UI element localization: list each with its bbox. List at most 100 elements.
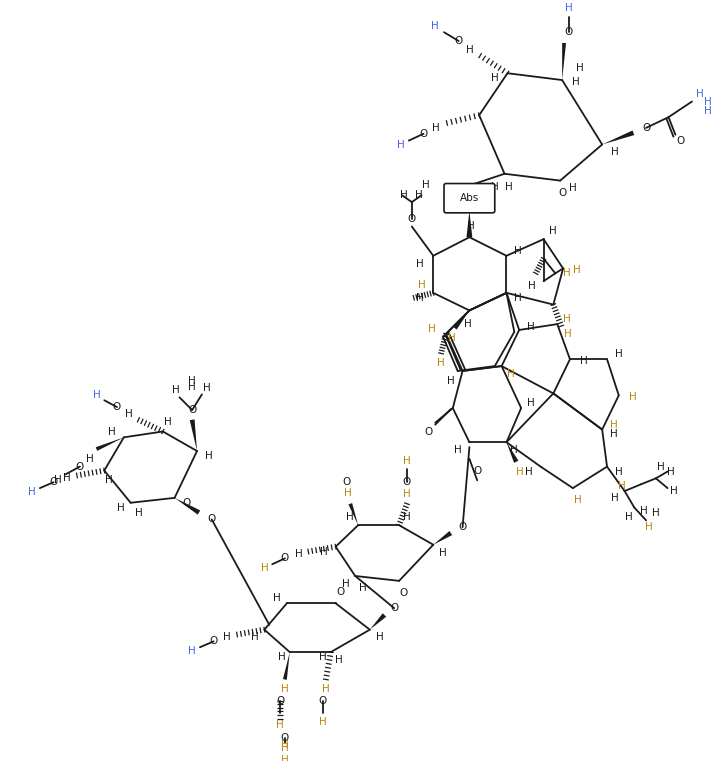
Text: H: H: [172, 386, 179, 396]
Polygon shape: [466, 211, 472, 237]
Text: O: O: [407, 214, 416, 224]
Text: H: H: [510, 445, 518, 455]
Text: H: H: [657, 462, 665, 472]
Text: H: H: [335, 655, 342, 665]
Text: O: O: [210, 636, 217, 646]
Polygon shape: [602, 130, 634, 145]
Text: H: H: [188, 381, 196, 392]
Text: H: H: [574, 495, 581, 505]
FancyBboxPatch shape: [444, 183, 494, 213]
Text: H: H: [580, 356, 587, 366]
Text: H: H: [618, 481, 626, 491]
Text: Abs: Abs: [460, 193, 479, 203]
Text: H: H: [550, 226, 558, 237]
Text: H: H: [108, 428, 116, 438]
Text: H: H: [125, 409, 133, 419]
Text: H: H: [528, 281, 536, 291]
Text: H: H: [563, 269, 571, 279]
Text: H: H: [615, 466, 623, 476]
Polygon shape: [349, 503, 358, 525]
Text: H: H: [629, 393, 637, 403]
Text: H: H: [563, 314, 571, 324]
Text: H: H: [319, 718, 327, 728]
Text: H: H: [468, 221, 475, 231]
Text: H: H: [223, 632, 231, 642]
Text: H: H: [516, 466, 524, 476]
Text: H: H: [415, 293, 423, 303]
Text: H: H: [610, 429, 618, 439]
Text: H: H: [319, 652, 327, 662]
Text: H: H: [565, 3, 573, 13]
Text: H: H: [93, 390, 100, 400]
Text: H: H: [276, 721, 284, 731]
Text: H: H: [610, 419, 618, 430]
Text: H: H: [273, 594, 281, 603]
Text: O: O: [281, 553, 289, 563]
Text: O: O: [188, 405, 196, 415]
Text: H: H: [491, 73, 499, 83]
Text: H: H: [359, 583, 367, 593]
Text: H: H: [422, 180, 429, 190]
Text: H: H: [431, 21, 439, 31]
Text: H: H: [569, 183, 577, 193]
Text: O: O: [403, 477, 411, 487]
Text: H: H: [188, 376, 196, 386]
Text: H: H: [514, 246, 522, 256]
Polygon shape: [175, 498, 200, 514]
Text: H: H: [403, 489, 411, 499]
Text: H: H: [117, 502, 125, 513]
Text: H: H: [294, 549, 302, 559]
Text: O: O: [424, 428, 433, 438]
Text: O: O: [49, 477, 58, 487]
Text: O: O: [276, 696, 284, 706]
Text: H: H: [320, 546, 328, 556]
Text: O: O: [455, 36, 463, 46]
Text: H: H: [397, 141, 405, 151]
Text: H: H: [527, 398, 535, 408]
Text: H: H: [341, 579, 349, 589]
Text: H: H: [572, 77, 580, 87]
Text: H: H: [525, 466, 533, 476]
Text: O: O: [336, 587, 344, 597]
Text: H: H: [281, 754, 289, 761]
Text: H: H: [415, 259, 423, 269]
Text: H: H: [670, 486, 677, 496]
Text: O: O: [458, 522, 467, 532]
Text: H: H: [652, 508, 660, 518]
Polygon shape: [190, 419, 197, 451]
Text: H: H: [625, 512, 632, 522]
Text: H: H: [666, 466, 674, 476]
Text: H: H: [466, 45, 474, 55]
Polygon shape: [283, 652, 290, 680]
Text: H: H: [645, 522, 653, 532]
Text: H: H: [611, 493, 618, 503]
Text: O: O: [281, 733, 289, 743]
Text: H: H: [135, 508, 142, 517]
Text: H: H: [281, 740, 289, 750]
Text: O: O: [419, 129, 428, 139]
Text: H: H: [564, 329, 572, 339]
Text: O: O: [342, 477, 350, 487]
Text: H: H: [281, 743, 289, 753]
Text: H: H: [28, 487, 36, 497]
Text: H: H: [696, 89, 704, 99]
Text: H: H: [463, 319, 471, 329]
Text: H: H: [260, 563, 268, 573]
Text: O: O: [676, 135, 684, 145]
Text: O: O: [207, 514, 216, 524]
Text: O: O: [75, 462, 84, 472]
Text: H: H: [205, 451, 212, 461]
Text: H: H: [507, 369, 515, 379]
Text: O: O: [319, 696, 327, 706]
Polygon shape: [562, 43, 566, 80]
Text: H: H: [322, 684, 330, 694]
Text: H: H: [86, 454, 94, 463]
Text: H: H: [704, 107, 711, 116]
Polygon shape: [453, 310, 469, 330]
Text: O: O: [113, 402, 121, 412]
Text: H: H: [576, 63, 584, 73]
Text: H: H: [454, 445, 462, 455]
Text: O: O: [182, 498, 191, 508]
Text: H: H: [428, 324, 436, 334]
Text: H: H: [505, 183, 513, 193]
